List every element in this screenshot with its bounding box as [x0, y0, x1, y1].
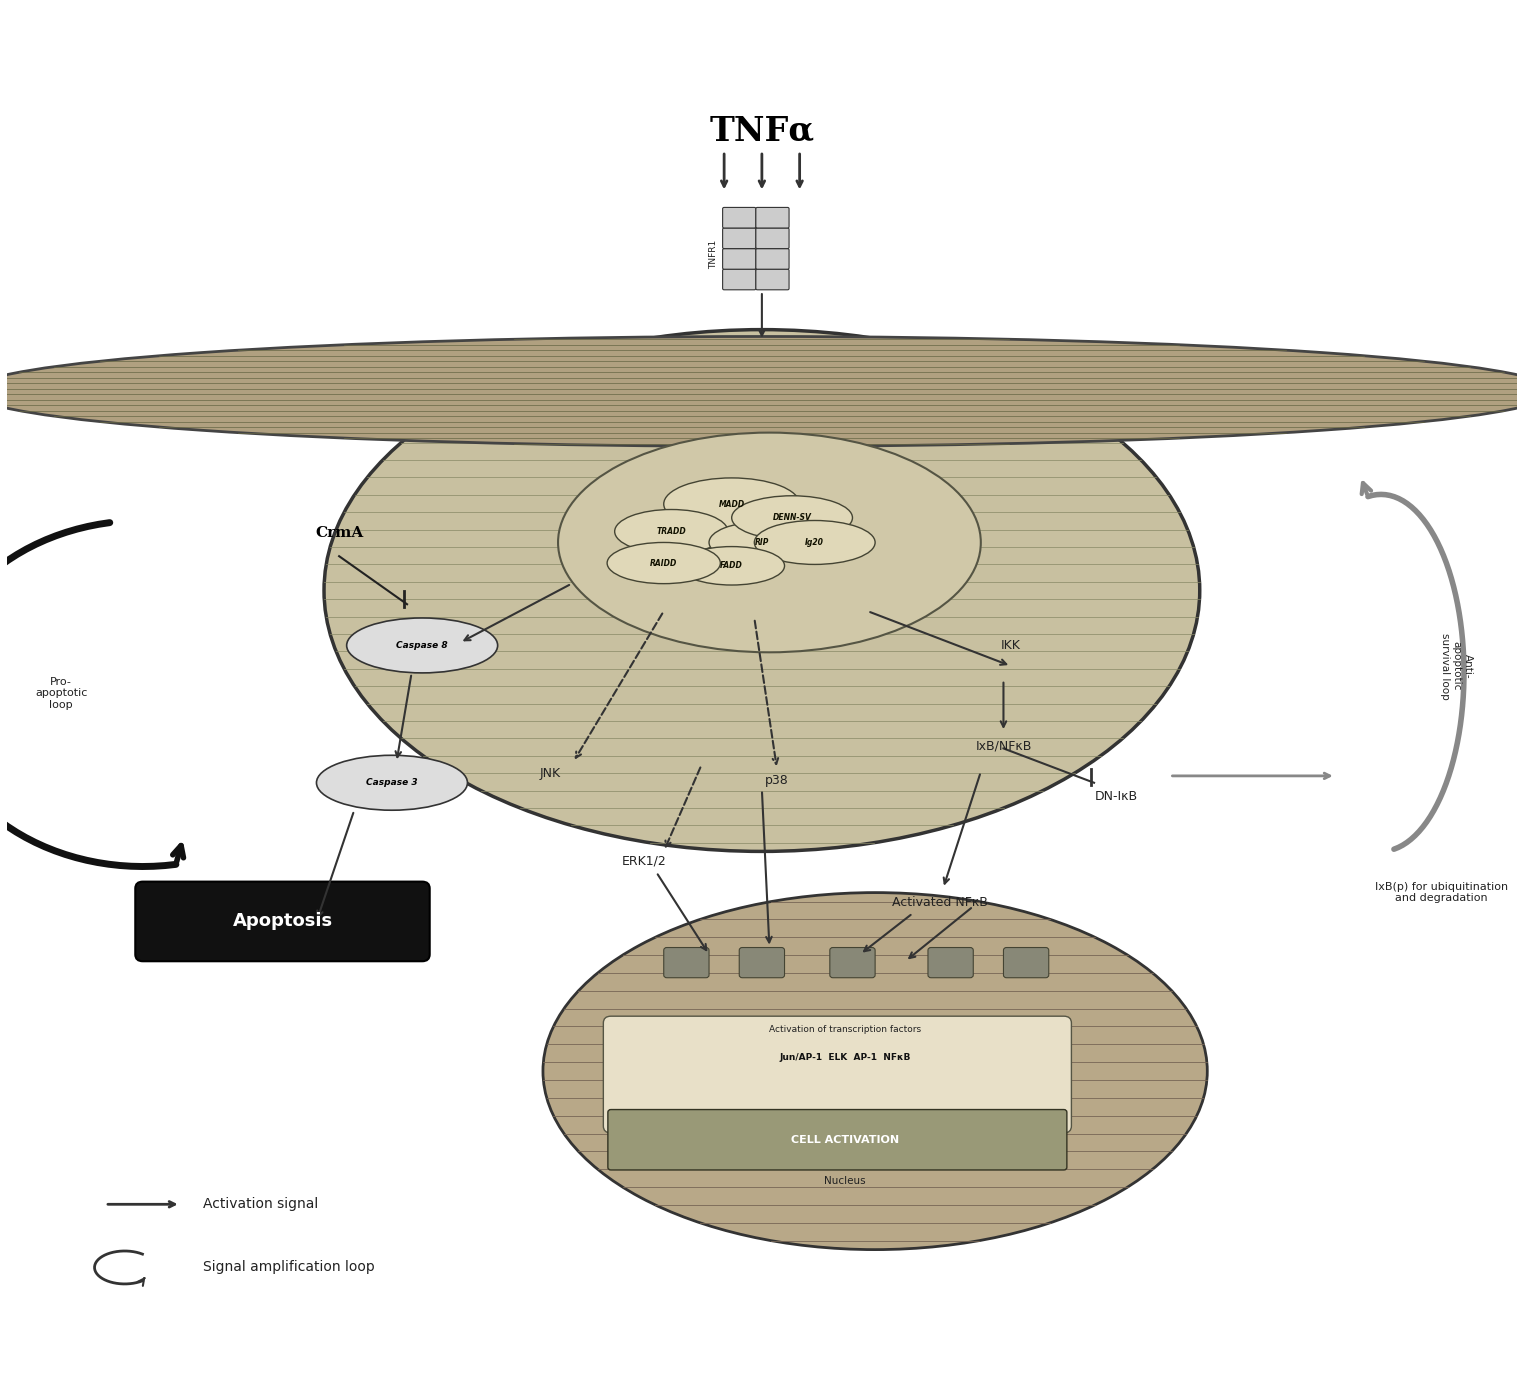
FancyBboxPatch shape [664, 947, 709, 978]
FancyBboxPatch shape [723, 248, 756, 269]
FancyBboxPatch shape [830, 947, 876, 978]
Text: Caspase 3: Caspase 3 [366, 778, 418, 788]
FancyBboxPatch shape [1003, 947, 1049, 978]
FancyBboxPatch shape [928, 947, 974, 978]
Text: MADD: MADD [718, 499, 744, 509]
Ellipse shape [614, 509, 727, 553]
Ellipse shape [709, 522, 814, 563]
Text: TRADD: TRADD [657, 527, 686, 535]
Text: DN-IκB: DN-IκB [1095, 791, 1138, 803]
Text: Ig20: Ig20 [805, 538, 824, 546]
FancyBboxPatch shape [756, 208, 788, 227]
Text: Pro-
apoptotic
loop: Pro- apoptotic loop [35, 677, 87, 710]
Ellipse shape [325, 330, 1200, 852]
Text: IKK: IKK [1001, 639, 1021, 652]
Ellipse shape [755, 520, 876, 565]
Text: RIP: RIP [755, 538, 769, 546]
Text: Caspase 8: Caspase 8 [397, 641, 449, 651]
Ellipse shape [678, 546, 784, 585]
Text: p38: p38 [766, 774, 788, 786]
Text: TNFα: TNFα [709, 114, 814, 147]
Ellipse shape [317, 756, 467, 810]
FancyBboxPatch shape [723, 208, 756, 227]
Text: FADD: FADD [720, 562, 743, 570]
FancyBboxPatch shape [603, 1017, 1072, 1133]
FancyBboxPatch shape [756, 227, 788, 248]
Text: ERK1/2: ERK1/2 [622, 854, 666, 867]
Text: RAIDD: RAIDD [651, 559, 677, 567]
Text: Activation signal: Activation signal [204, 1197, 318, 1211]
Ellipse shape [557, 433, 981, 652]
Text: DENN-SV: DENN-SV [773, 513, 811, 523]
FancyBboxPatch shape [608, 1110, 1067, 1171]
Text: Apoptosis: Apoptosis [233, 913, 334, 931]
Text: CELL ACTIVATION: CELL ACTIVATION [792, 1135, 899, 1144]
Text: Nucleus: Nucleus [824, 1176, 865, 1186]
Text: Jun/AP-1  ELK  AP-1  NFκB: Jun/AP-1 ELK AP-1 NFκB [779, 1053, 911, 1062]
FancyBboxPatch shape [756, 269, 788, 290]
Ellipse shape [608, 542, 721, 584]
Ellipse shape [346, 619, 498, 673]
Ellipse shape [544, 893, 1208, 1250]
Text: TNFR1: TNFR1 [709, 240, 718, 269]
Text: Anti-
apoptotic
survival loop: Anti- apoptotic survival loop [1439, 632, 1473, 699]
FancyBboxPatch shape [723, 269, 756, 290]
Text: Signal amplification loop: Signal amplification loop [204, 1261, 375, 1275]
FancyBboxPatch shape [739, 947, 784, 978]
Ellipse shape [664, 479, 799, 530]
FancyBboxPatch shape [756, 248, 788, 269]
Text: CrmA: CrmA [315, 526, 363, 540]
Text: Activated NFκB: Activated NFκB [893, 896, 987, 908]
Ellipse shape [0, 337, 1531, 447]
Text: IxB(p) for ubiquitination
and degradation: IxB(p) for ubiquitination and degradatio… [1375, 882, 1508, 903]
Text: IxB/NFκB: IxB/NFκB [975, 739, 1032, 752]
Text: Activation of transcription factors: Activation of transcription factors [769, 1025, 922, 1035]
FancyBboxPatch shape [723, 227, 756, 248]
Ellipse shape [732, 495, 853, 540]
Text: JNK: JNK [540, 767, 560, 779]
FancyBboxPatch shape [135, 882, 430, 961]
